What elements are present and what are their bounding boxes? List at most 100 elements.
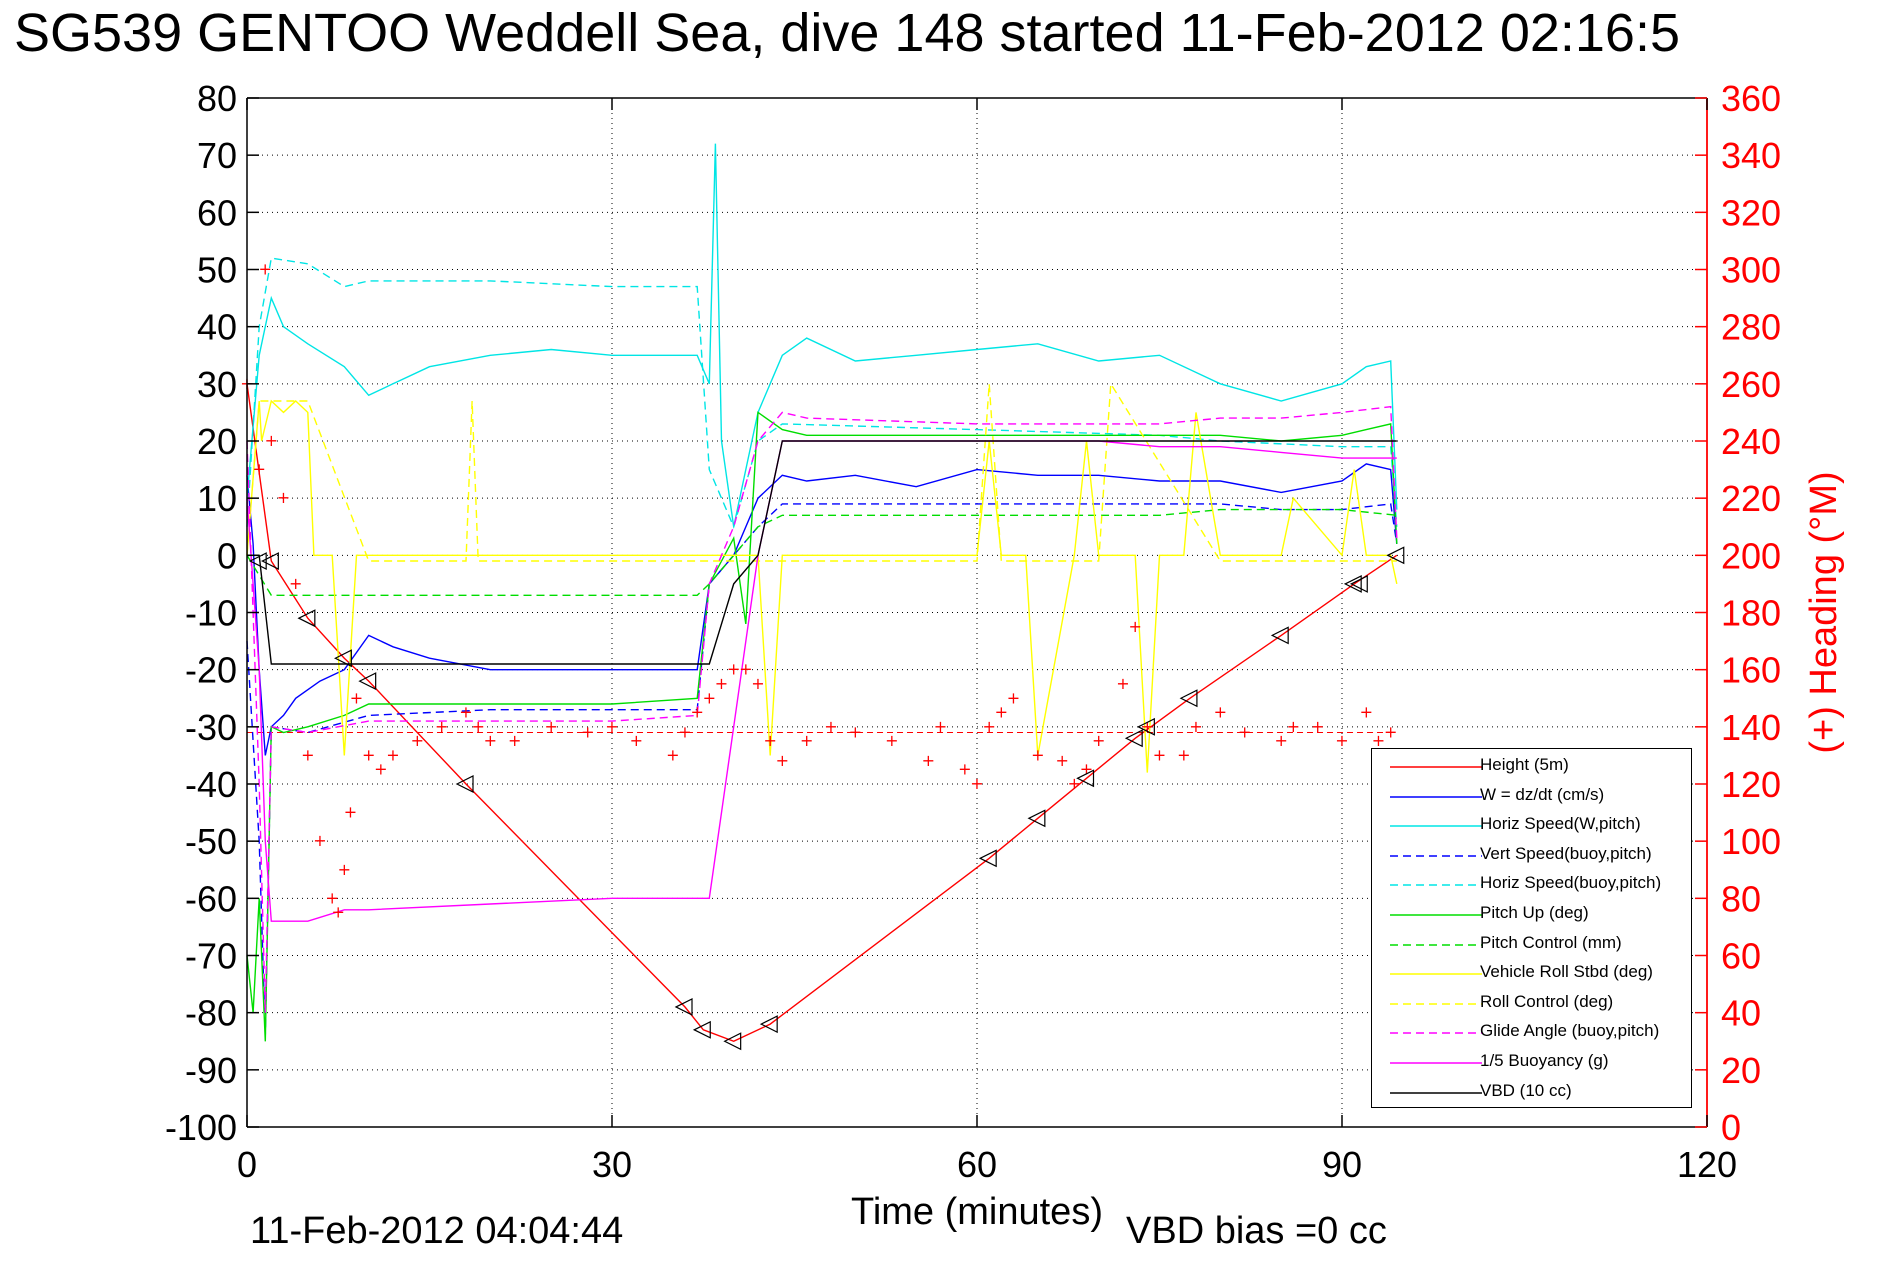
legend-entry: VBD (10 cc) — [1372, 1079, 1691, 1108]
series-line-2 — [246, 143, 1398, 527]
triangle-marker — [1076, 769, 1095, 788]
legend-label: 1/5 Buoyancy (g) — [1480, 1051, 1609, 1070]
legend-entry: Height (5m) — [1372, 753, 1691, 782]
legend-entry: Pitch Up (deg) — [1372, 901, 1691, 930]
heading-point: + — [277, 488, 290, 507]
heading-point: + — [763, 731, 776, 750]
heading-point: + — [824, 717, 837, 736]
series-line-10 — [246, 440, 1397, 922]
y-tick-label: 0 — [217, 535, 237, 576]
y-tick-label: 70 — [197, 135, 237, 176]
heading-point: + — [995, 703, 1008, 722]
heading-point: + — [934, 717, 947, 736]
right-y-tick-label: 360 — [1721, 78, 1781, 119]
heading-point: + — [678, 723, 691, 742]
footer-date: 11-Feb-2012 04:04:44 — [250, 1210, 624, 1252]
heading-point: + — [1238, 723, 1251, 742]
legend-label: Horiz Speed(W,pitch) — [1480, 814, 1641, 834]
y-tick-label: -90 — [185, 1050, 237, 1091]
x-tick-label: 30 — [592, 1144, 632, 1185]
triangle-marker — [692, 1020, 711, 1039]
legend-entry: 1/5 Buoyancy (g) — [1372, 1049, 1691, 1078]
heading-point: + — [703, 688, 716, 707]
y-tick-label: 20 — [197, 421, 237, 462]
legend-label: Horiz Speed(buoy,pitch) — [1480, 873, 1662, 893]
triangle-marker — [1136, 717, 1155, 736]
triangle-marker — [1179, 689, 1198, 708]
legend: Height (5m) W = dz/dt (cm/s) Horiz Speed(W… — [1371, 748, 1692, 1108]
triangle-marker — [248, 552, 267, 571]
y-tick-label: 10 — [197, 478, 237, 519]
heading-point: + — [1287, 717, 1300, 736]
heading-point: + — [484, 731, 497, 750]
series-line-8 — [246, 381, 1397, 562]
heading-point: + — [739, 660, 752, 679]
right-y-axis-title: (+) Heading (°M) — [1803, 471, 1845, 753]
triangle-marker — [1124, 729, 1143, 748]
right-y-tick-label: 340 — [1721, 135, 1781, 176]
heading-point: + — [776, 751, 789, 770]
y-tick-label: 30 — [197, 364, 237, 405]
right-y-tick-label: 200 — [1721, 535, 1781, 576]
heading-point: + — [1311, 717, 1324, 736]
legend-swatch — [1390, 795, 1482, 798]
heading-point: + — [344, 803, 357, 822]
heading-point: + — [690, 703, 703, 722]
heading-point: + — [630, 731, 643, 750]
heading-point: + — [386, 745, 399, 764]
triangle-marker — [674, 997, 693, 1016]
legend-swatch — [1390, 1002, 1482, 1005]
y-tick-label: 60 — [197, 192, 237, 233]
heading-point: + — [958, 760, 971, 779]
legend-label: Vehicle Roll Stbd (deg) — [1480, 962, 1653, 982]
legend-label: Vert Speed(buoy,pitch) — [1480, 843, 1652, 863]
right-y-tick-label: 40 — [1721, 993, 1761, 1034]
heading-point: + — [1080, 760, 1093, 779]
triangle-marker — [759, 1015, 778, 1034]
heading-point: + — [1031, 745, 1044, 764]
heading-point: + — [459, 703, 472, 722]
legend-entry: Horiz Speed(buoy,pitch) — [1372, 871, 1691, 900]
heading-point: + — [715, 674, 728, 693]
legend-swatch — [1390, 973, 1482, 975]
heading-point: + — [1007, 688, 1020, 707]
series-line-11 — [247, 440, 1397, 665]
heading-point: + — [581, 723, 594, 742]
legend-label: Roll Control (deg) — [1480, 991, 1614, 1011]
legend-label: VBD (10 cc) — [1480, 1080, 1572, 1100]
triangle-marker — [1270, 626, 1289, 645]
right-y-tick-label: 260 — [1721, 364, 1781, 405]
heading-point: + — [350, 688, 363, 707]
heading-point: + — [332, 903, 345, 922]
y-tick-label: 50 — [197, 250, 237, 291]
right-y-tick-label: 180 — [1721, 593, 1781, 634]
heading-point: + — [1116, 674, 1129, 693]
heading-point: + — [362, 745, 375, 764]
legend-label: Glide Angle (buoy,pitch) — [1480, 1021, 1660, 1041]
legend-swatch — [1390, 1032, 1482, 1035]
heading-point: + — [800, 731, 813, 750]
right-y-tick-label: 240 — [1721, 421, 1781, 462]
legend-entry: Vehicle Roll Stbd (deg) — [1372, 960, 1691, 989]
right-y-tick-label: 0 — [1721, 1107, 1741, 1148]
y-tick-label: -60 — [185, 878, 237, 919]
y-tick-label: -30 — [185, 707, 237, 748]
legend-swatch — [1390, 1091, 1482, 1094]
right-y-tick-label: 220 — [1721, 478, 1781, 519]
heading-point: + — [1055, 751, 1068, 770]
heading-point: + — [922, 751, 935, 770]
x-tick-label: 60 — [957, 1144, 997, 1185]
heading-point: + — [435, 717, 448, 736]
triangle-marker — [297, 609, 316, 628]
series-line-3 — [246, 503, 1398, 1036]
triangle-marker — [455, 775, 474, 793]
x-tick-label: 0 — [237, 1144, 257, 1185]
right-y-tick-label: 60 — [1721, 936, 1761, 977]
legend-entry: Vert Speed(buoy,pitch) — [1372, 842, 1691, 871]
heading-point: + — [252, 460, 265, 479]
triangle-marker — [1349, 574, 1368, 593]
legend-label: W = dz/dt (cm/s) — [1480, 784, 1605, 804]
series-line-7 — [246, 399, 1398, 773]
heading-point: + — [1335, 731, 1348, 750]
